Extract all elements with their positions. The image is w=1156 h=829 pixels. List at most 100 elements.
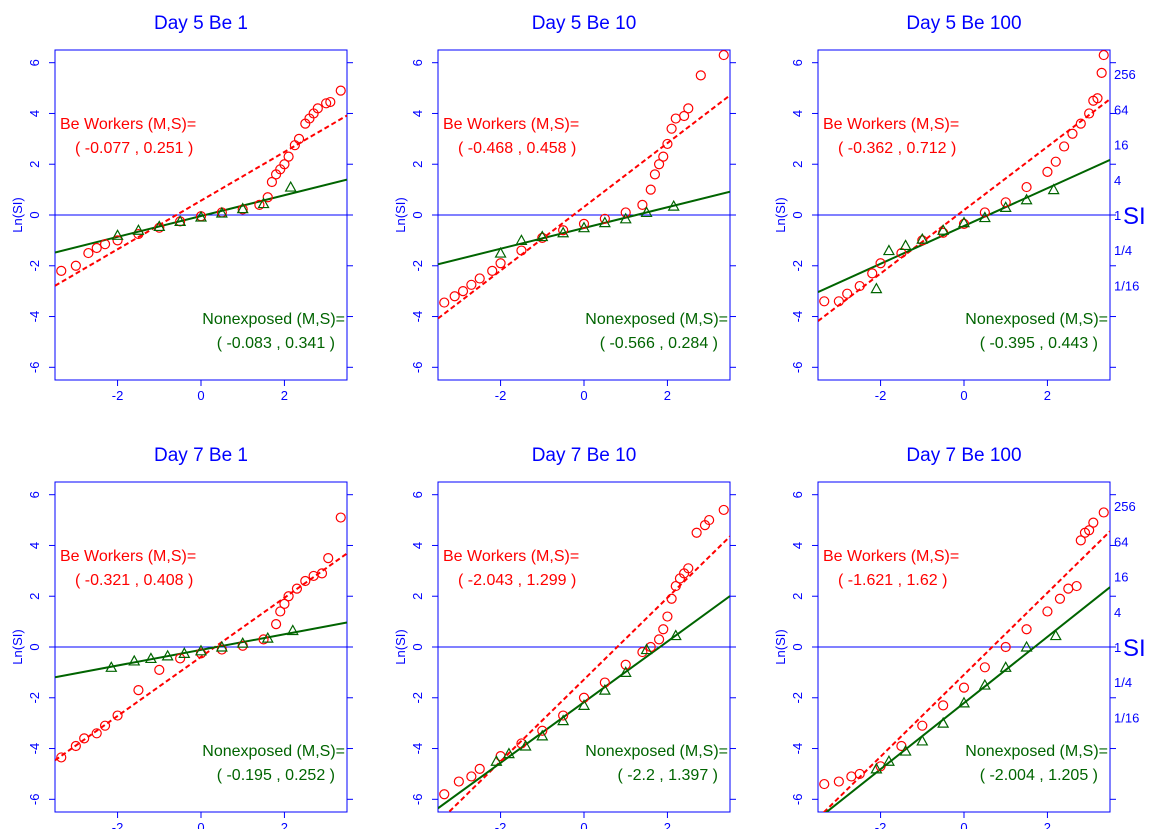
- be-workers-point: [323, 553, 334, 564]
- be-workers-point: [449, 291, 460, 302]
- be-workers-point: [833, 776, 844, 787]
- y-tick-label: 2: [27, 593, 42, 600]
- y-tick-label: 2: [790, 161, 805, 168]
- x-tick-label: -2: [495, 820, 507, 829]
- nonexposed-point: [882, 754, 895, 766]
- be-workers-point: [558, 225, 569, 236]
- be-workers-fit-line: [447, 535, 730, 812]
- be-workers-point: [683, 103, 694, 114]
- be-workers-point: [56, 752, 67, 763]
- nonexposed-point: [502, 747, 515, 759]
- y-tick-label: -6: [27, 362, 42, 374]
- si-tick-label: 16: [1114, 138, 1128, 153]
- si-tick-label: 64: [1114, 102, 1128, 117]
- be-workers-point: [1063, 583, 1074, 594]
- be-workers-label: Be Workers (M,S)=: [60, 548, 196, 565]
- x-tick-label: -2: [495, 388, 507, 403]
- nonexposed-point: [161, 649, 174, 661]
- plot-area: [55, 85, 347, 287]
- nonexposed-point: [536, 729, 549, 741]
- be-workers-point: [466, 279, 477, 290]
- be-workers-point: [283, 151, 294, 162]
- be-workers-point: [666, 593, 677, 604]
- be-workers-fit-line: [822, 530, 1110, 812]
- nonexposed-stats: ( -2.004 , 1.205 ): [980, 767, 1098, 784]
- be-workers-point: [958, 682, 970, 693]
- be-workers-point: [283, 591, 294, 602]
- be-workers-point: [316, 568, 328, 579]
- be-workers-label: Be Workers (M,S)=: [443, 548, 579, 565]
- panel-6: Day 7 Be 100 -6 -4 -2 0 2 4 6 Ln(SI) -2 0 2 Be Worke…: [773, 445, 1146, 829]
- nonexposed-point: [284, 180, 297, 192]
- be-workers-point: [691, 527, 702, 538]
- y-tick-label: -4: [27, 743, 42, 755]
- be-workers-point: [154, 222, 165, 233]
- x-tick-label: 2: [281, 388, 288, 403]
- be-workers-point: [537, 232, 548, 243]
- nonexposed-point: [1020, 640, 1033, 652]
- be-workers-point: [237, 204, 248, 215]
- be-workers-point: [867, 268, 878, 279]
- be-workers-point: [683, 563, 694, 574]
- nonexposed-point: [1020, 193, 1033, 205]
- be-workers-point: [56, 265, 67, 276]
- be-workers-point: [649, 169, 661, 180]
- be-workers-point: [112, 235, 123, 246]
- be-workers-point: [457, 286, 469, 297]
- nonexposed-label: Nonexposed (M,S)=: [202, 311, 345, 328]
- nonexposed-label: Nonexposed (M,S)=: [965, 743, 1108, 760]
- y-tick-label: -6: [410, 794, 425, 806]
- x-tick-label: 2: [1044, 388, 1051, 403]
- y-tick-label: -4: [790, 743, 805, 755]
- nonexposed-point: [577, 221, 591, 233]
- y-tick-label: -6: [790, 794, 805, 806]
- be-workers-point: [578, 218, 590, 229]
- nonexposed-point: [490, 754, 503, 766]
- be-workers-point: [1088, 517, 1099, 528]
- panel-title: Day 7 Be 1: [154, 445, 248, 466]
- y-tick-label: -6: [27, 794, 42, 806]
- nonexposed-point: [105, 661, 118, 672]
- nonexposed-point: [257, 197, 270, 209]
- be-workers-stats: ( -1.621 , 1.62 ): [838, 572, 947, 589]
- y-tick-label: 0: [790, 643, 805, 650]
- be-workers-point: [917, 235, 928, 246]
- be-workers-point: [99, 720, 111, 731]
- x-tick-label: 0: [960, 820, 967, 829]
- nonexposed-stats: ( -0.083 , 0.341 ): [217, 335, 335, 352]
- be-workers-point: [1021, 181, 1032, 193]
- si-tick-label: 16: [1114, 570, 1128, 585]
- be-workers-label: Be Workers (M,S)=: [443, 116, 579, 133]
- y-tick-label: 2: [27, 161, 42, 168]
- nonexposed-point: [598, 216, 611, 228]
- y-tick-label: -6: [410, 362, 425, 374]
- be-workers-point: [516, 245, 527, 256]
- nonexposed-point: [178, 647, 191, 658]
- nonexposed-label: Nonexposed (M,S)=: [585, 311, 728, 328]
- be-workers-point: [958, 218, 970, 229]
- nonexposed-fit-line: [825, 586, 1110, 812]
- x-tick-label: -2: [112, 820, 124, 829]
- nonexposed-point: [598, 683, 611, 695]
- be-workers-point: [1096, 67, 1107, 78]
- be-workers-fit-line: [55, 552, 347, 762]
- be-workers-point: [279, 159, 290, 170]
- y-tick-label: -2: [790, 260, 805, 272]
- y-tick-label: 4: [410, 542, 425, 549]
- nonexposed-point: [882, 244, 895, 256]
- nonexposed-point: [128, 654, 141, 666]
- be-workers-point: [1000, 197, 1011, 208]
- si-tick-label: 1/4: [1114, 243, 1132, 258]
- panel-title: Day 5 Be 100: [906, 13, 1021, 34]
- be-workers-point: [578, 692, 590, 703]
- nonexposed-point: [899, 239, 912, 251]
- x-tick-label: 0: [580, 820, 587, 829]
- x-tick-label: 2: [281, 820, 288, 829]
- plot-area: [438, 504, 730, 812]
- panel-title: Day 5 Be 1: [154, 13, 248, 34]
- nonexposed-point: [194, 644, 208, 656]
- si-tick-label: 1/16: [1114, 710, 1139, 725]
- y-axis-label: Ln(SI): [393, 197, 408, 232]
- y-tick-label: 6: [790, 491, 805, 498]
- x-tick-label: 0: [197, 388, 204, 403]
